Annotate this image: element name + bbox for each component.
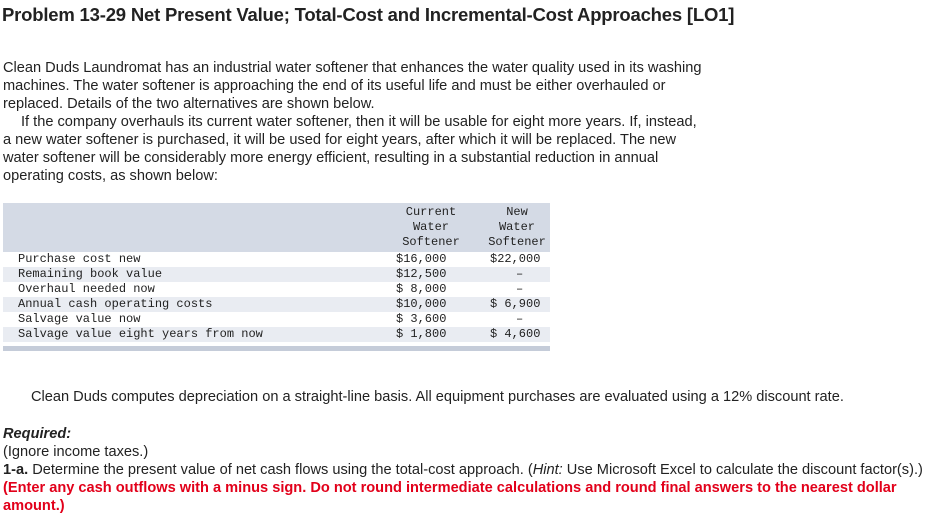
row-label: Remaining book value [3, 267, 378, 282]
row-label: Salvage value now [18, 312, 141, 326]
table-row: Salvage value eight years from now $ 1,8… [3, 327, 550, 342]
required-heading: Required: [3, 426, 72, 442]
table-row: Remaining book value $12,500 – [3, 267, 550, 282]
new-value: $ 4,600 [484, 327, 550, 342]
hint-label: Hint: [532, 462, 563, 478]
problem-title: Problem 13-29 Net Present Value; Total-C… [2, 4, 735, 25]
new-value: – [516, 312, 524, 326]
row-label: Salvage value eight years from now [3, 327, 378, 342]
header-new-water-softener: New Water Softener [484, 203, 550, 252]
table-bottom-border [3, 346, 550, 351]
table-row: Annual cash operating costs $10,000 $ 6,… [3, 297, 550, 312]
part-label: 1-a. [3, 462, 29, 478]
new-value: – [516, 282, 524, 296]
ignore-taxes-note: (Ignore income taxes.) [3, 444, 149, 460]
hint-text: Use Microsoft Excel to calculate the dis… [562, 462, 923, 478]
row-label: Purchase cost new [18, 252, 141, 266]
alternatives-table: Current Water Softener New Water Softene… [3, 203, 550, 342]
required-section: Required: (Ignore income taxes.) 1-a. De… [3, 425, 943, 515]
header-blank [3, 203, 378, 252]
depreciation-note: Clean Duds computes depreciation on a st… [31, 389, 844, 405]
problem-intro: Clean Duds Laundromat has an industrial … [3, 59, 703, 185]
intro-paragraph-2: If the company overhauls its current wat… [3, 114, 697, 184]
new-value: $ 6,900 [484, 297, 550, 312]
table-row: Purchase cost new $16,000 $22,000 [3, 252, 550, 267]
intro-paragraph-1: Clean Duds Laundromat has an industrial … [3, 60, 702, 112]
current-value: $12,500 [378, 267, 484, 282]
table-row: Overhaul needed now $ 8,000 – [3, 282, 550, 297]
current-value: $16,000 [396, 252, 447, 266]
alternatives-table-container: Current Water Softener New Water Softene… [3, 203, 550, 351]
current-value: $ 3,600 [396, 312, 447, 326]
header-current-water-softener: Current Water Softener [378, 203, 484, 252]
current-value: $ 1,800 [378, 327, 484, 342]
current-value: $ 8,000 [396, 282, 447, 296]
table-header-row: Current Water Softener New Water Softene… [3, 203, 550, 252]
requirement-1a: 1-a. Determine the present value of net … [3, 461, 943, 515]
part-text: Determine the present value of net cash … [28, 462, 533, 478]
new-value: – [484, 267, 550, 282]
row-label: Overhaul needed now [18, 282, 155, 296]
answer-instructions: (Enter any cash outflows with a minus si… [3, 480, 897, 514]
row-label: Annual cash operating costs [3, 297, 378, 312]
table-row: Salvage value now $ 3,600 – [3, 312, 550, 327]
new-value: $22,000 [490, 252, 541, 266]
current-value: $10,000 [378, 297, 484, 312]
